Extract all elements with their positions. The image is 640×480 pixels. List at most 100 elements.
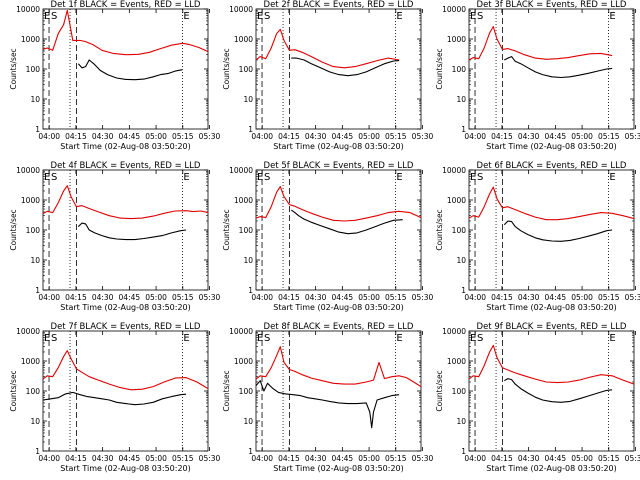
x-tick-label: 04:15 <box>491 132 513 141</box>
y-tick-label: 100 <box>239 65 254 74</box>
corner-label: E <box>257 333 263 344</box>
x-tick-label: 04:15 <box>65 293 87 302</box>
y-axis-label: Counts/sec <box>9 209 18 250</box>
lld-series-line <box>43 350 208 391</box>
x-tick-label: 04:00 <box>251 454 273 463</box>
y-axis-label: Counts/sec <box>435 48 444 89</box>
y-tick-label: 10 <box>456 417 466 426</box>
x-tick-label: 04:30 <box>518 132 540 141</box>
y-tick-label: 10000 <box>229 5 253 14</box>
y-tick-label: 100 <box>452 387 467 396</box>
chart-title: Det 8f BLACK = Events, RED = LLD <box>264 322 414 332</box>
x-tick-label: 04:15 <box>491 293 513 302</box>
x-tick-label: 04:15 <box>278 454 300 463</box>
y-tick-label: 10 <box>243 256 253 265</box>
y-tick-label: 10 <box>243 95 253 104</box>
y-tick-label: 10 <box>30 95 40 104</box>
x-tick-label: 04:45 <box>332 132 354 141</box>
x-axis-label: Start Time (02-Aug-08 03:50:20) <box>486 303 617 312</box>
y-axis-label: Counts/sec <box>435 209 444 250</box>
x-tick-label: 05:30 <box>199 132 221 141</box>
x-tick-label: 05:00 <box>571 454 593 463</box>
lld-series-line <box>256 28 400 69</box>
x-tick-label: 05:15 <box>385 293 407 302</box>
plot-frame <box>468 330 635 452</box>
x-tick-label: 05:30 <box>625 454 640 463</box>
x-axis-label: Start Time (02-Aug-08 03:50:20) <box>486 464 617 473</box>
x-tick-label: 05:15 <box>385 132 407 141</box>
y-tick-label: 1000 <box>234 357 253 366</box>
chart-title: Det 7f BLACK = Events, RED = LLD <box>51 322 201 332</box>
y-axis-label: Counts/sec <box>9 48 18 89</box>
x-tick-label: 04:45 <box>545 132 567 141</box>
corner-label: E <box>609 11 615 22</box>
corner-label: S <box>264 333 270 344</box>
x-tick-label: 04:00 <box>38 132 60 141</box>
y-tick-label: 100 <box>452 65 467 74</box>
x-tick-label: 05:00 <box>571 293 593 302</box>
y-tick-label: 10000 <box>442 5 466 14</box>
x-tick-label: 05:15 <box>172 132 194 141</box>
x-tick-label: 05:00 <box>145 293 167 302</box>
y-tick-label: 1 <box>35 125 40 134</box>
x-tick-label: 04:00 <box>38 454 60 463</box>
chart-panel: Det 9f BLACK = Events, RED = LLD 1 10 100 10… <box>435 322 640 473</box>
x-tick-label: 04:30 <box>518 293 540 302</box>
chart-panel: Det 8f BLACK = Events, RED = LLD 1 10 100 10… <box>222 322 434 473</box>
x-axis-label: Start Time (02-Aug-08 03:50:20) <box>273 142 404 151</box>
x-axis-label: Start Time (02-Aug-08 03:50:20) <box>273 303 404 312</box>
y-tick-label: 100 <box>452 226 467 235</box>
x-tick-label: 04:30 <box>305 293 327 302</box>
y-tick-label: 1 <box>461 125 466 134</box>
x-tick-label: 04:30 <box>92 132 114 141</box>
x-tick-label: 04:45 <box>545 454 567 463</box>
corner-label: E <box>396 11 402 22</box>
x-tick-label: 05:30 <box>412 293 434 302</box>
chart-title: Det 2f BLACK = Events, RED = LLD <box>264 0 414 10</box>
x-axis-label: Start Time (02-Aug-08 03:50:20) <box>60 142 191 151</box>
y-tick-label: 10000 <box>229 166 253 175</box>
y-tick-label: 100 <box>26 226 41 235</box>
x-tick-label: 04:45 <box>332 454 354 463</box>
y-tick-label: 10 <box>456 256 466 265</box>
chart-panel: Det 3f BLACK = Events, RED = LLD 1 10 100 10… <box>435 0 640 151</box>
y-tick-label: 1 <box>35 447 40 456</box>
x-tick-label: 05:00 <box>358 293 380 302</box>
y-tick-label: 10 <box>30 256 40 265</box>
corner-label: E <box>609 333 615 344</box>
corner-label: S <box>264 11 270 22</box>
y-tick-label: 1000 <box>21 357 40 366</box>
y-tick-label: 10 <box>243 417 253 426</box>
x-tick-label: 04:30 <box>92 293 114 302</box>
corner-label: E <box>183 11 189 22</box>
corner-label: E <box>44 333 50 344</box>
lld-series-line <box>469 186 634 221</box>
x-tick-label: 04:45 <box>545 293 567 302</box>
x-tick-label: 04:45 <box>332 293 354 302</box>
corner-label: S <box>51 11 57 22</box>
x-tick-label: 05:15 <box>598 454 620 463</box>
chart-panel: Det 6f BLACK = Events, RED = LLD 1 10 100 10… <box>435 161 640 312</box>
y-tick-label: 1000 <box>234 35 253 44</box>
chart-panel: Det 5f BLACK = Events, RED = LLD 1 10 100 10… <box>222 161 434 312</box>
x-tick-label: 04:00 <box>38 293 60 302</box>
events-series-line <box>503 220 613 242</box>
y-axis-label: Counts/sec <box>222 370 231 411</box>
chart-title: Det 3f BLACK = Events, RED = LLD <box>477 0 627 10</box>
x-tick-label: 05:30 <box>199 293 221 302</box>
x-tick-label: 04:00 <box>464 454 486 463</box>
y-tick-label: 100 <box>26 387 41 396</box>
events-series-line <box>291 57 400 77</box>
y-tick-label: 10000 <box>16 327 40 336</box>
corner-label: E <box>470 11 476 22</box>
lld-series-line <box>469 26 613 61</box>
lld-series-line <box>256 186 421 222</box>
corner-label: E <box>183 172 189 183</box>
lld-series-line <box>469 344 634 385</box>
y-tick-label: 1000 <box>21 196 40 205</box>
corner-label: E <box>396 333 402 344</box>
x-tick-label: 04:15 <box>65 454 87 463</box>
plot-frame <box>42 8 209 130</box>
y-tick-label: 1 <box>248 447 253 456</box>
x-axis-label: Start Time (02-Aug-08 03:50:20) <box>60 464 191 473</box>
